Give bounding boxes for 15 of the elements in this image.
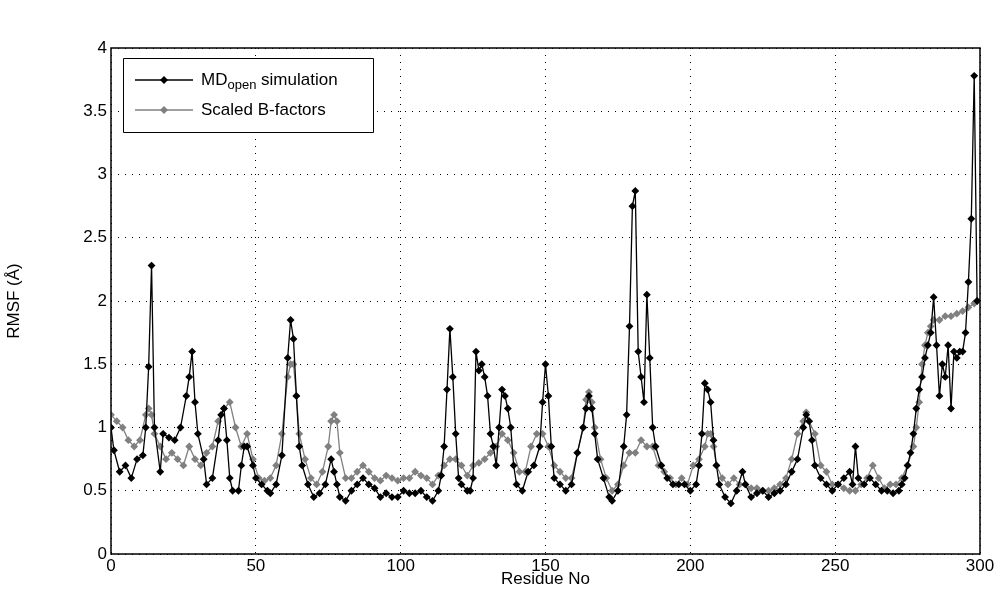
x-tick-label: 250 bbox=[820, 555, 850, 575]
y-tick-label: 3.5 bbox=[83, 100, 107, 120]
y-tick-label: 0.5 bbox=[83, 480, 107, 500]
x-tick-label: 50 bbox=[246, 555, 266, 575]
y-tick-label: 4 bbox=[97, 37, 107, 57]
y-tick-label: 1 bbox=[97, 417, 107, 437]
x-tick-label: 100 bbox=[386, 555, 415, 575]
y-axis-title: RMSF (Å) bbox=[3, 263, 23, 339]
y-tick-label: 1.5 bbox=[83, 353, 107, 373]
y-tick-label: 2 bbox=[97, 290, 107, 310]
y-tick-label: 2.5 bbox=[83, 227, 107, 247]
legend-label: Scaled B-factors bbox=[201, 99, 326, 119]
x-tick-label: 300 bbox=[965, 555, 995, 575]
y-tick-label: 3 bbox=[97, 164, 107, 184]
x-tick-label: 200 bbox=[676, 555, 705, 575]
